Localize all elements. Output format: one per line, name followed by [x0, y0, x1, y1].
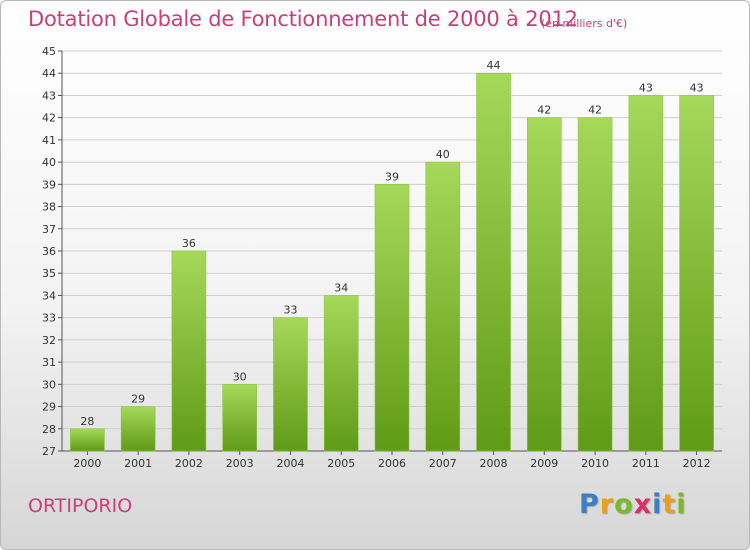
bar-value-label: 34 [334, 281, 348, 294]
y-tick-label: 27 [42, 445, 56, 458]
bar-2007 [425, 161, 461, 452]
y-tick-label: 30 [42, 378, 56, 391]
axes: 27 28 29 30 31 32 33 34 35 36 37 38 39 40 41 42 43 44 45 20… [42, 45, 722, 470]
proxiti-logo: Proxiti [579, 489, 687, 520]
bar-2008 [476, 72, 511, 452]
data-labels: 28 29 36 30 33 34 39 40 44 42 42 43 43 [80, 59, 703, 428]
x-tick-label: 2012 [683, 457, 711, 470]
x-tick-label: 2002 [175, 457, 203, 470]
logo-letter: i [676, 489, 687, 520]
bar-2002 [171, 250, 207, 452]
x-tick-label: 2005 [327, 457, 355, 470]
bar-value-label: 33 [283, 304, 297, 317]
y-tick-label: 43 [42, 89, 56, 102]
x-tick-label: 2011 [632, 457, 660, 470]
y-tick-label: 36 [42, 245, 56, 258]
x-tick-label: 2010 [581, 457, 609, 470]
x-tick-label: 2008 [480, 457, 508, 470]
x-tick-label: 2007 [429, 457, 457, 470]
x-tick-label: 2006 [378, 457, 406, 470]
bar-2000 [70, 428, 105, 452]
bar-value-label: 43 [639, 81, 653, 94]
bar-value-label: 42 [537, 104, 551, 117]
bar-value-label: 28 [80, 415, 94, 428]
bar-2004 [273, 317, 308, 452]
bar-2005 [323, 295, 359, 452]
y-tick-label: 33 [42, 312, 56, 325]
x-tick-label: 2009 [530, 457, 558, 470]
logo-letter: P [579, 489, 600, 520]
bar-2009 [527, 117, 562, 452]
logo-letter: r [599, 489, 615, 520]
x-tick-label: 2001 [124, 457, 152, 470]
y-tick-label: 44 [42, 67, 56, 80]
bar-value-label: 30 [233, 370, 247, 383]
bar-2001 [120, 406, 156, 452]
bar-2012 [679, 95, 714, 452]
logo-letter: o [614, 489, 634, 520]
x-tick-label: 2004 [276, 457, 304, 470]
logo-letter: x [633, 489, 653, 520]
bar-value-label: 29 [131, 393, 145, 406]
bar-value-label: 39 [385, 170, 399, 183]
y-tick-label: 39 [42, 178, 56, 191]
y-tick-label: 37 [42, 223, 56, 236]
y-tick-label: 29 [42, 401, 56, 414]
chart-title: Dotation Globale de Fonctionnement de 20… [28, 7, 578, 31]
bar-value-label: 40 [436, 148, 450, 161]
bar-2011 [628, 95, 664, 452]
y-tick-label: 38 [42, 201, 56, 214]
bar-2003 [222, 384, 257, 452]
commune-name: ORTIPORIO [28, 495, 133, 517]
y-tick-label: 34 [42, 289, 56, 302]
x-tick-label: 2003 [226, 457, 254, 470]
y-tick-label: 45 [42, 45, 56, 58]
bar-value-label: 42 [588, 104, 602, 117]
y-tick-label: 40 [42, 156, 56, 169]
bar-value-label: 44 [487, 59, 501, 72]
y-tick-label: 28 [42, 423, 56, 436]
chart-unit: (en milliers d'€) [541, 17, 628, 30]
logo-letter: t [662, 489, 677, 520]
bar-value-label: 36 [182, 237, 196, 250]
y-tick-label: 32 [42, 334, 56, 347]
y-tick-label: 42 [42, 112, 56, 125]
bars [70, 72, 714, 452]
bar-2010 [577, 117, 613, 452]
y-tick-label: 31 [42, 356, 56, 369]
logo-letter: i [652, 489, 663, 520]
y-tick-label: 35 [42, 267, 56, 280]
x-tick-label: 2000 [73, 457, 101, 470]
y-tick-label: 41 [42, 134, 56, 147]
bar-2006 [374, 184, 410, 452]
bar-value-label: 43 [690, 81, 704, 94]
